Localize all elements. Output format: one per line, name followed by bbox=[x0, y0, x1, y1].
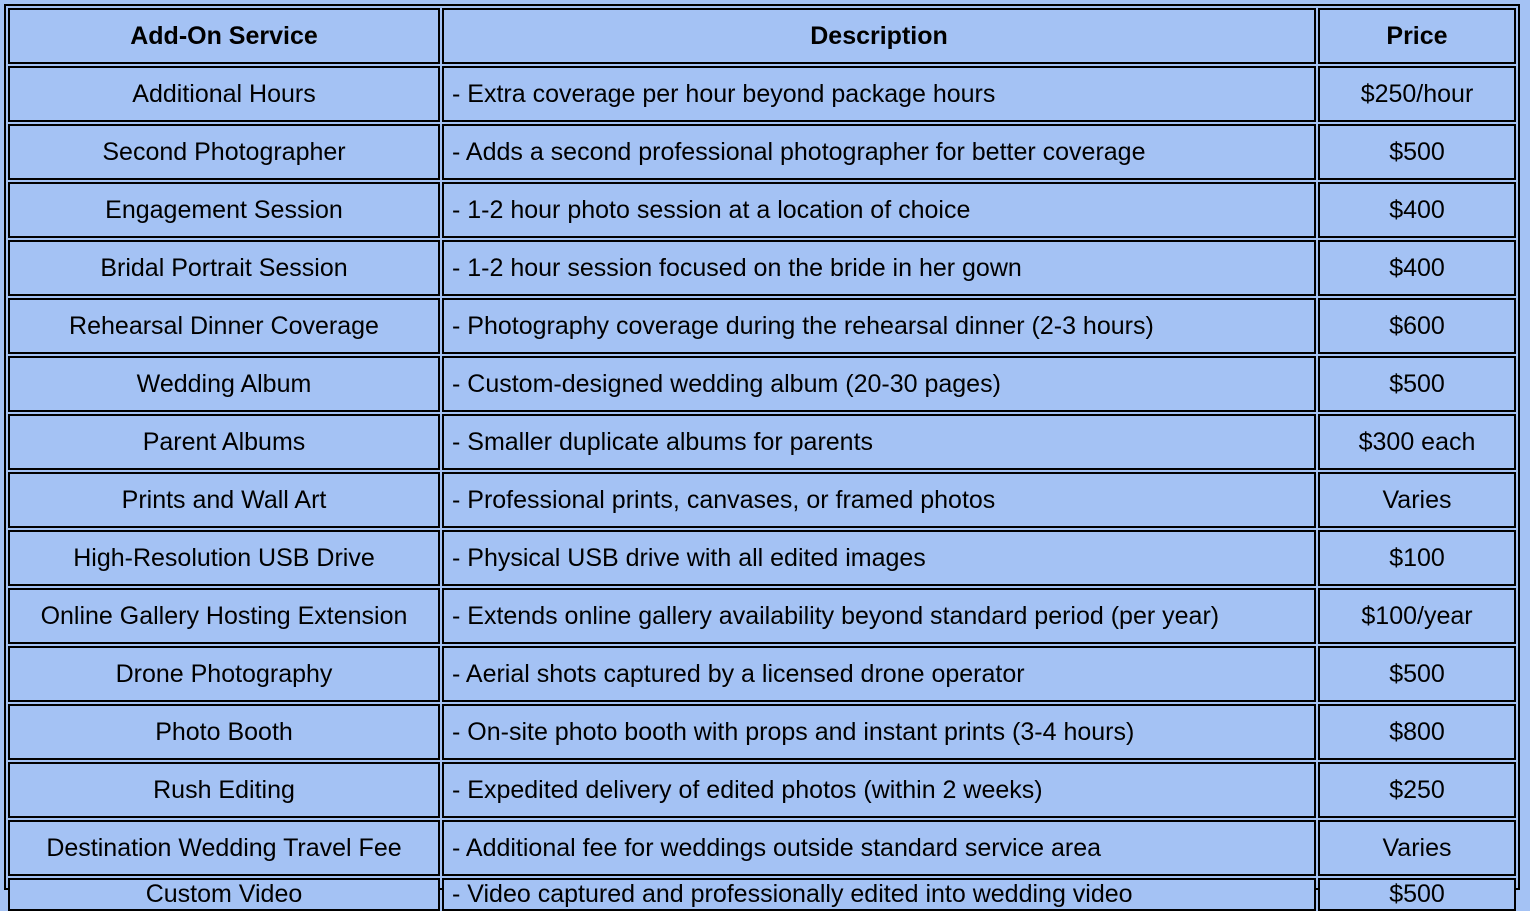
cell-description[interactable]: - Video captured and professionally edit… bbox=[442, 878, 1316, 911]
cell-service[interactable]: Destination Wedding Travel Fee bbox=[8, 820, 440, 876]
cell-price[interactable]: Varies bbox=[1318, 472, 1516, 528]
cell-price[interactable]: $400 bbox=[1318, 240, 1516, 296]
cell-description[interactable]: - 1-2 hour session focused on the bride … bbox=[442, 240, 1316, 296]
header-description[interactable]: Description bbox=[442, 8, 1316, 64]
cell-service[interactable]: Additional Hours bbox=[8, 66, 440, 122]
cell-service[interactable]: Online Gallery Hosting Extension bbox=[8, 588, 440, 644]
cell-description[interactable]: - Custom-designed wedding album (20-30 p… bbox=[442, 356, 1316, 412]
cell-description[interactable]: - Smaller duplicate albums for parents bbox=[442, 414, 1316, 470]
cell-service[interactable]: Custom Video bbox=[8, 878, 440, 911]
cell-price[interactable]: $800 bbox=[1318, 704, 1516, 760]
cell-price[interactable]: $100 bbox=[1318, 530, 1516, 586]
cell-description[interactable]: - Aerial shots captured by a licensed dr… bbox=[442, 646, 1316, 702]
cell-price[interactable]: $500 bbox=[1318, 646, 1516, 702]
cell-price[interactable]: $300 each bbox=[1318, 414, 1516, 470]
cell-price[interactable]: $100/year bbox=[1318, 588, 1516, 644]
cell-description[interactable]: - Extends online gallery availability be… bbox=[442, 588, 1316, 644]
cell-service[interactable]: Second Photographer bbox=[8, 124, 440, 180]
cell-description[interactable]: - On-site photo booth with props and ins… bbox=[442, 704, 1316, 760]
cell-service[interactable]: Engagement Session bbox=[8, 182, 440, 238]
cell-price[interactable]: $400 bbox=[1318, 182, 1516, 238]
cell-price[interactable]: $500 bbox=[1318, 124, 1516, 180]
cell-service[interactable]: Rush Editing bbox=[8, 762, 440, 818]
cell-price[interactable]: Varies bbox=[1318, 820, 1516, 876]
cell-description[interactable]: - Additional fee for weddings outside st… bbox=[442, 820, 1316, 876]
cell-description[interactable]: - Professional prints, canvases, or fram… bbox=[442, 472, 1316, 528]
cell-description[interactable]: - Physical USB drive with all edited ima… bbox=[442, 530, 1316, 586]
cell-service[interactable]: Wedding Album bbox=[8, 356, 440, 412]
cell-description[interactable]: - Adds a second professional photographe… bbox=[442, 124, 1316, 180]
cell-service[interactable]: Drone Photography bbox=[8, 646, 440, 702]
cell-price[interactable]: $250 bbox=[1318, 762, 1516, 818]
cell-price[interactable]: $600 bbox=[1318, 298, 1516, 354]
cell-description[interactable]: - 1-2 hour photo session at a location o… bbox=[442, 182, 1316, 238]
header-service[interactable]: Add-On Service bbox=[8, 8, 440, 64]
cell-service[interactable]: Bridal Portrait Session bbox=[8, 240, 440, 296]
cell-service[interactable]: Prints and Wall Art bbox=[8, 472, 440, 528]
cell-description[interactable]: - Extra coverage per hour beyond package… bbox=[442, 66, 1316, 122]
cell-service[interactable]: Rehearsal Dinner Coverage bbox=[8, 298, 440, 354]
cell-service[interactable]: High-Resolution USB Drive bbox=[8, 530, 440, 586]
cell-price[interactable]: $500 bbox=[1318, 356, 1516, 412]
cell-price[interactable]: $250/hour bbox=[1318, 66, 1516, 122]
cell-price[interactable]: $500 bbox=[1318, 878, 1516, 911]
cell-service[interactable]: Photo Booth bbox=[8, 704, 440, 760]
cell-description[interactable]: - Photography coverage during the rehear… bbox=[442, 298, 1316, 354]
cell-description[interactable]: - Expedited delivery of edited photos (w… bbox=[442, 762, 1316, 818]
header-price[interactable]: Price bbox=[1318, 8, 1516, 64]
add-on-services-table: Add-On Service Description Price Additio… bbox=[4, 4, 1520, 911]
cell-service[interactable]: Parent Albums bbox=[8, 414, 440, 470]
